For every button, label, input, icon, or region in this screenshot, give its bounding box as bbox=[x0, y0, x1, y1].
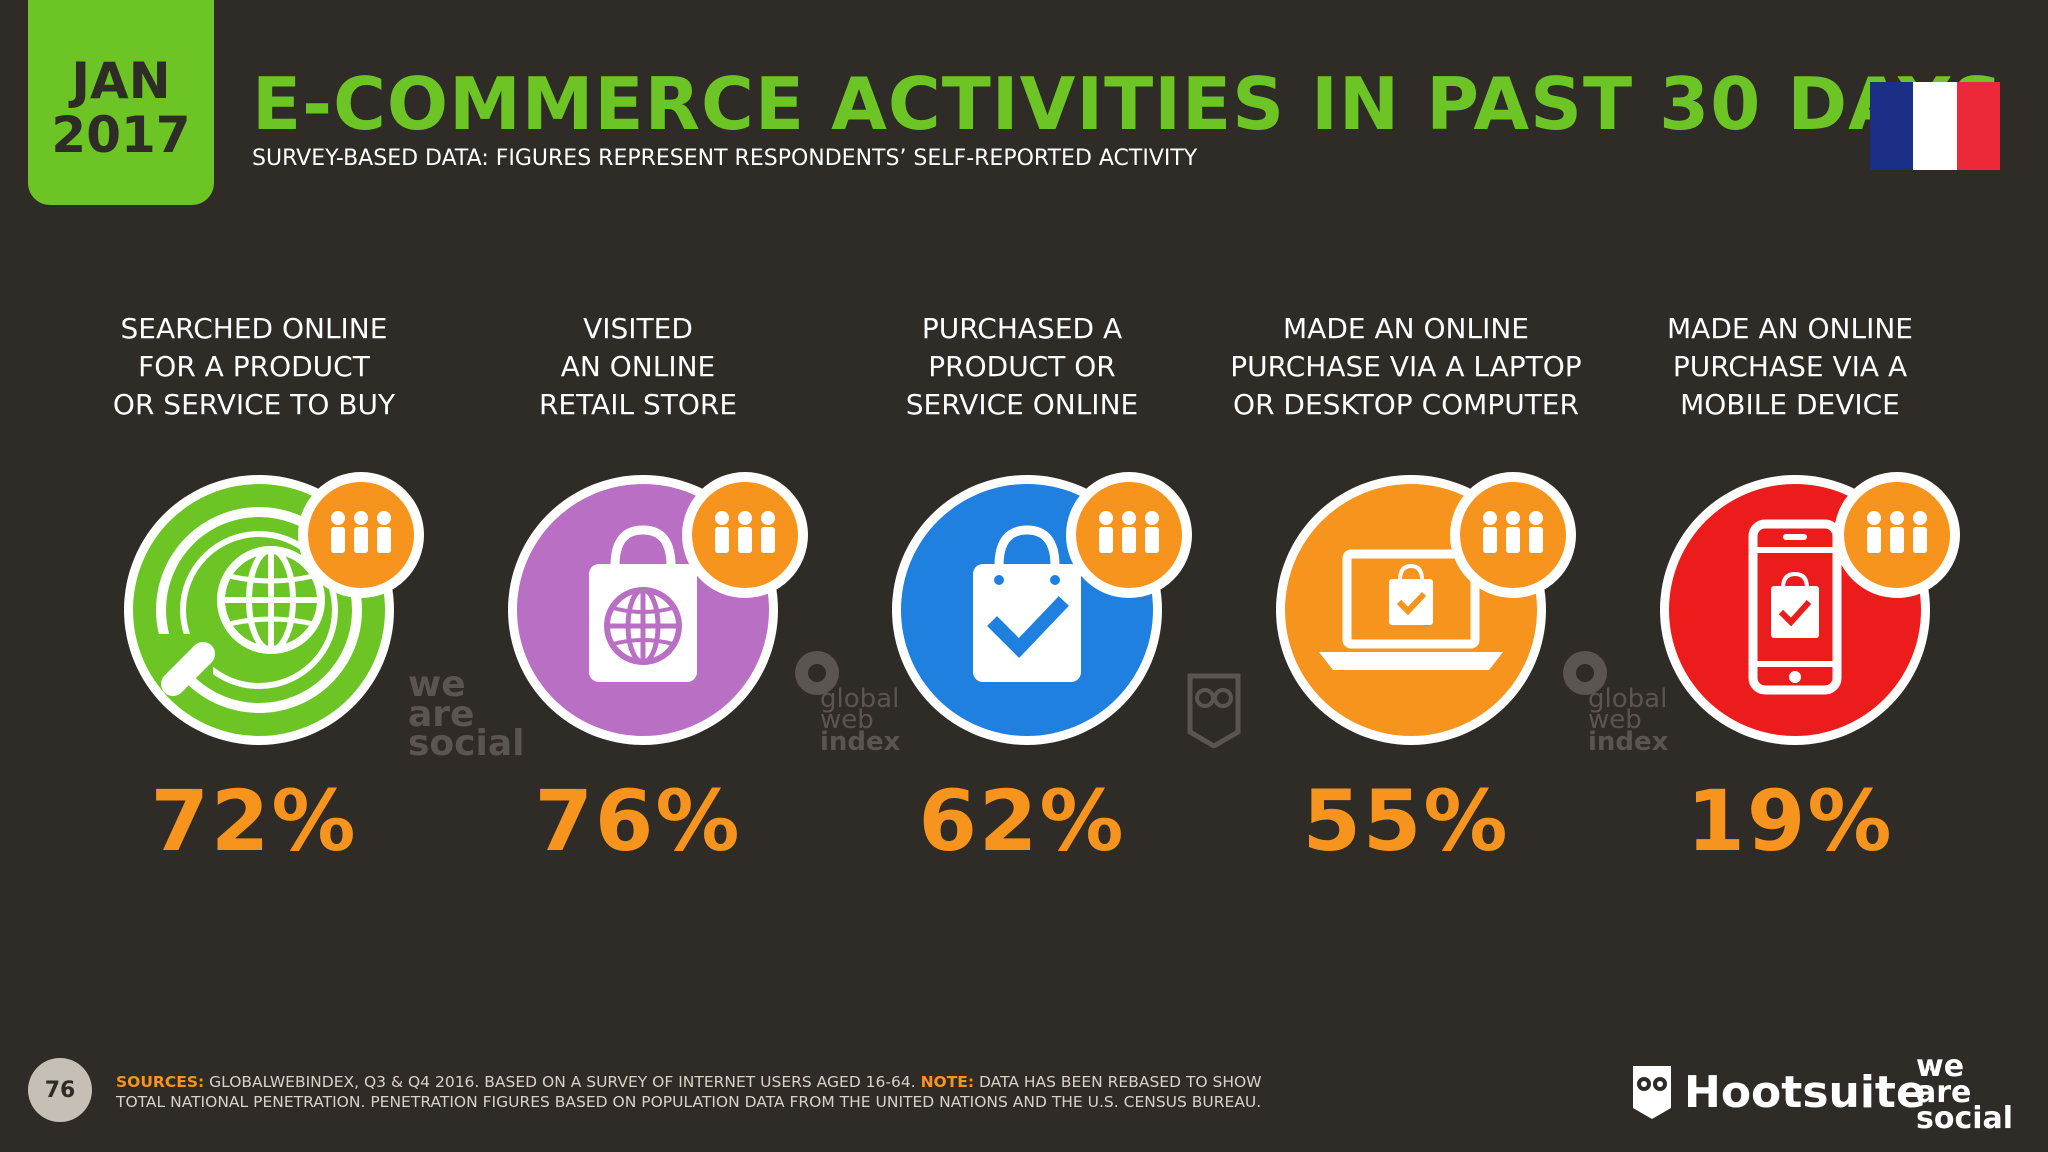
hootsuite-logo: Hootsuite™ bbox=[1630, 1064, 1936, 1120]
global-web-index-watermark: global web index bbox=[792, 648, 900, 755]
activity-label: VISITED AN ONLINE RETAIL STORE bbox=[538, 312, 738, 421]
france-flag-icon bbox=[1870, 82, 2000, 170]
people-badge bbox=[1066, 472, 1192, 598]
people-icon bbox=[331, 511, 391, 553]
activity-label: SEARCHED ONLINE FOR A PRODUCT OR SERVICE… bbox=[112, 312, 396, 421]
we-are-social-watermark: we are social bbox=[408, 664, 525, 765]
laptop-bag-icon bbox=[1319, 549, 1503, 670]
people-badge bbox=[1450, 472, 1576, 598]
people-icon bbox=[1483, 511, 1543, 553]
people-badge bbox=[682, 472, 808, 598]
people-icon bbox=[1099, 511, 1159, 553]
people-badge bbox=[298, 472, 424, 598]
sources-note: SOURCES: GLOBALWEBINDEX, Q3 & Q4 2016. B… bbox=[116, 1072, 1266, 1112]
activity-icon-ring bbox=[1660, 475, 1930, 745]
flag-stripe-red bbox=[1956, 82, 2000, 170]
page-subtitle: SURVEY-BASED DATA: FIGURES REPRESENT RES… bbox=[252, 146, 1198, 171]
we-are-social-logo: we are social bbox=[1916, 1049, 2014, 1136]
globe-search-icon bbox=[153, 507, 362, 713]
activity-percentage: 62% bbox=[918, 772, 1126, 870]
page-number: 76 bbox=[28, 1058, 92, 1122]
shopping-bag-check-icon bbox=[973, 525, 1081, 682]
people-icon bbox=[715, 511, 775, 553]
activity-label: MADE AN ONLINE PURCHASE VIA A MOBILE DEV… bbox=[1667, 312, 1913, 421]
mobile-bag-icon bbox=[1748, 519, 1842, 695]
globalwebindex-logo-icon bbox=[1563, 651, 1607, 695]
activity-label: PURCHASED A PRODUCT OR SERVICE ONLINE bbox=[905, 312, 1139, 421]
activity-icon-ring bbox=[892, 475, 1162, 745]
globalwebindex-logo-icon bbox=[795, 651, 839, 695]
activity-label: MADE AN ONLINE PURCHASE VIA A LAPTOP OR … bbox=[1230, 312, 1582, 421]
date-year: 2017 bbox=[51, 105, 191, 164]
date-badge: JAN 2017 bbox=[28, 0, 214, 205]
hootsuite-owl-icon bbox=[1633, 1066, 1671, 1119]
activity-percentage: 72% bbox=[150, 772, 358, 870]
flag-stripe-blue bbox=[1870, 82, 1914, 170]
people-badge bbox=[1834, 472, 1960, 598]
hootsuite-owl-watermark-icon bbox=[1187, 673, 1241, 748]
note-label: NOTE: bbox=[920, 1073, 975, 1091]
people-icon bbox=[1867, 511, 1927, 553]
global-web-index-watermark: global web index bbox=[1560, 648, 1668, 755]
sources-text: GLOBALWEBINDEX, Q3 & Q4 2016. BASED ON A… bbox=[204, 1073, 921, 1091]
hootsuite-wordmark: Hootsuite™ bbox=[1684, 1066, 1936, 1118]
note-text: DATA HAS BEEN REBASED TO SHOW TOTAL NATI… bbox=[116, 1073, 1262, 1111]
activity-icon-ring bbox=[124, 475, 394, 745]
page-title: E-COMMERCE ACTIVITIES IN PAST 30 DAYS bbox=[252, 62, 2004, 146]
sources-label: SOURCES: bbox=[116, 1073, 205, 1091]
shopping-bag-globe-icon bbox=[589, 525, 697, 682]
date-month: JAN bbox=[71, 51, 171, 110]
activity-percentage: 76% bbox=[534, 772, 742, 870]
activity-percentage: 19% bbox=[1686, 772, 1894, 870]
activity-percentage: 55% bbox=[1302, 772, 1510, 870]
flag-stripe-white bbox=[1913, 82, 1957, 170]
